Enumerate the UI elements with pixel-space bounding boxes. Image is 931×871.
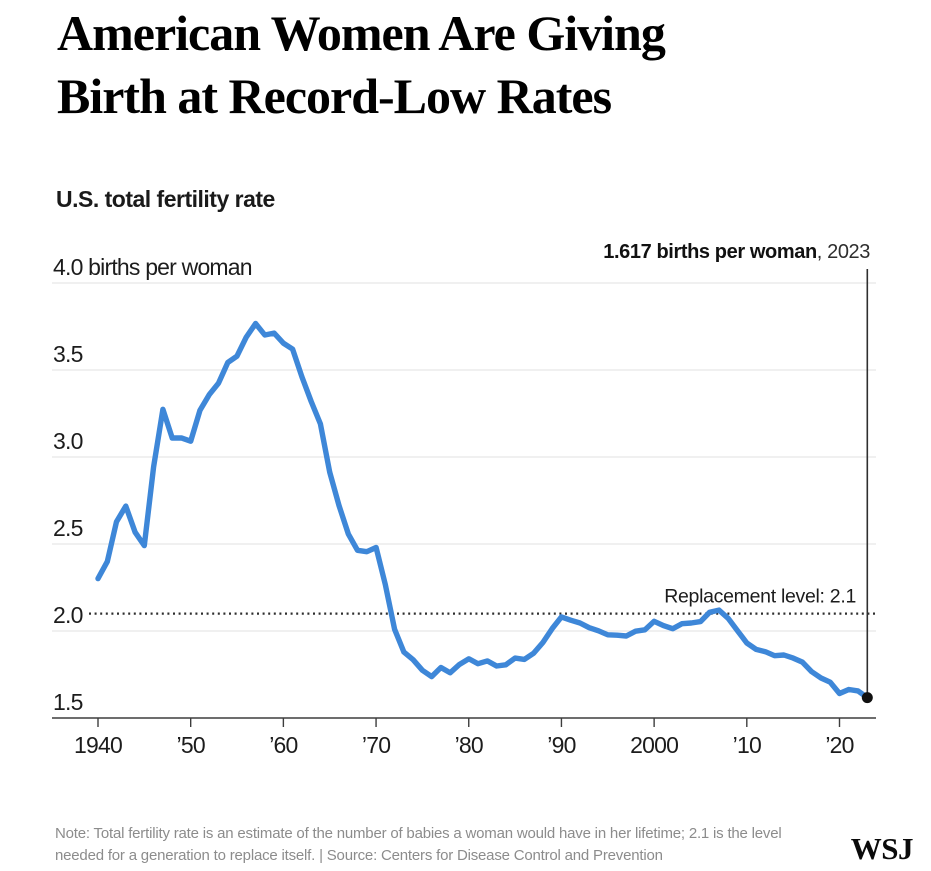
chart-subtitle: U.S. total fertility rate	[56, 186, 275, 212]
x-tick-label-1950: ’50	[177, 732, 205, 758]
footnote-line-2: needed for a generation to replace itsel…	[55, 846, 663, 864]
y-tick-label-4: 4.0 births per woman	[53, 254, 252, 280]
wsj-logo: WSJ	[850, 831, 914, 866]
footnote: Note: Total fertility rate is an estimat…	[55, 823, 855, 867]
x-tick-label-2010: ’10	[733, 732, 761, 758]
y-tick-label-1.5: 1.5	[53, 689, 83, 715]
y-tick-label-2: 2.0	[53, 602, 83, 628]
endpoint-dot	[861, 692, 873, 704]
x-tick-label-1970: ’70	[362, 732, 390, 758]
x-tick-label-2020: ’20	[825, 732, 853, 758]
endpoint-annotation: 1.617 births per woman, 2023	[603, 241, 870, 264]
headline-line-1: American Women Are Giving	[57, 5, 666, 61]
headline: American Women Are Giving Birth at Record…	[57, 2, 666, 128]
endpoint-annotation-value: 1.617 births per woman	[603, 241, 817, 263]
headline-line-2: Birth at Record-Low Rates	[57, 68, 612, 124]
fertility-rate-line	[95, 320, 870, 701]
x-tick-label-1980: ’80	[455, 732, 483, 758]
footnote-line-1: Note: Total fertility rate is an estimat…	[55, 825, 782, 842]
x-tick-label-1990: ’90	[547, 732, 575, 758]
replacement-level-label: Replacement level: 2.1	[664, 586, 856, 608]
y-tick-label-3: 3.0	[53, 428, 83, 454]
x-tick-label-1960: ’60	[269, 732, 297, 758]
y-tick-label-2.5: 2.5	[53, 515, 83, 541]
endpoint-annotation-year: , 2023	[816, 241, 871, 263]
y-tick-label-3.5: 3.5	[53, 341, 83, 367]
x-tick-label-1940: 1940	[74, 732, 122, 758]
x-tick-label-2000: 2000	[630, 732, 678, 758]
